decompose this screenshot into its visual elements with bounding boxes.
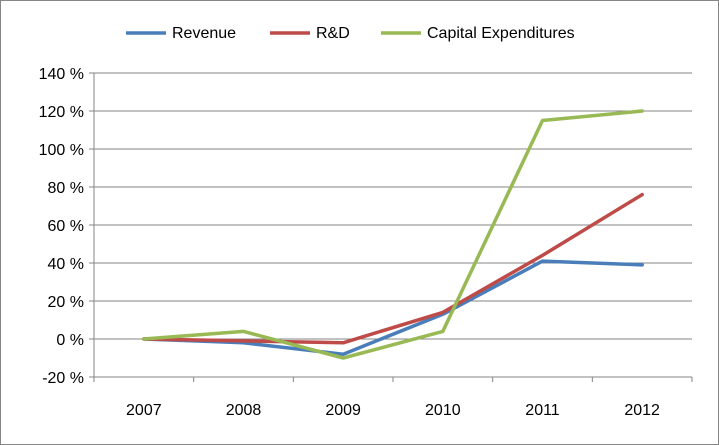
y-tick-label: 100 % — [39, 142, 84, 159]
y-tick-label: 80 % — [48, 180, 84, 197]
y-tick-label: 0 % — [56, 332, 84, 349]
x-tick-label: 2008 — [226, 402, 262, 419]
legend-label-capital-expenditures: Capital Expenditures — [427, 25, 575, 42]
y-tick-label: 140 % — [39, 66, 84, 83]
x-tick-labels: 2007 2008 2009 2010 2011 2012 — [126, 402, 660, 419]
series-line-capital-expenditures — [142, 109, 644, 360]
legend-label-r-d: R&D — [316, 25, 350, 42]
axes — [89, 72, 693, 382]
series-lines — [142, 109, 644, 360]
x-tick-label: 2009 — [325, 402, 361, 419]
y-tick-label: 60 % — [48, 218, 84, 235]
y-tick-label: 20 % — [48, 294, 84, 311]
y-tick-label: 40 % — [48, 256, 84, 273]
x-tick-label: 2012 — [624, 402, 660, 419]
x-tick-label: 2011 — [525, 402, 560, 419]
x-tick-label: 2007 — [126, 402, 162, 419]
y-tick-labels: 140 % 120 % 100 % 80 % 60 % 40 % 20 % 0 % -20 % — [39, 66, 84, 387]
y-tick-label: -20 % — [42, 370, 84, 387]
x-tick-label: 2010 — [425, 402, 461, 419]
legend-label-revenue: Revenue — [172, 25, 236, 42]
gridlines — [94, 72, 692, 340]
legend: Revenue R&D Capital Expenditures — [126, 25, 575, 42]
series-line-r-d — [142, 192, 644, 345]
y-tick-label: 120 % — [39, 104, 84, 121]
